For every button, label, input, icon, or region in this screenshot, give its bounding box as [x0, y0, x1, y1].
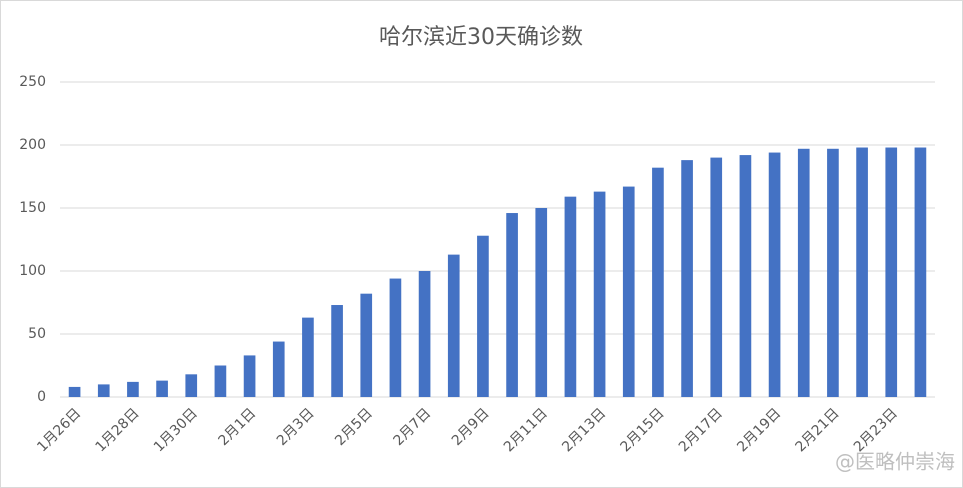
bar — [797, 148, 810, 397]
bar — [447, 254, 460, 397]
y-tick-label: 200 — [19, 137, 46, 153]
bar — [331, 305, 343, 397]
bar — [856, 147, 868, 397]
bar — [127, 381, 139, 397]
bar — [652, 167, 664, 397]
y-tick-label: 150 — [19, 200, 46, 216]
bar — [360, 293, 373, 397]
bar — [302, 317, 314, 397]
y-tick-label: 100 — [19, 263, 46, 279]
bar — [739, 155, 752, 397]
chart-title: 哈尔滨近30天确诊数 — [379, 25, 583, 50]
bar — [710, 157, 723, 397]
bar — [681, 160, 693, 397]
bar — [156, 380, 168, 397]
y-tick-label: 0 — [37, 389, 46, 405]
bar — [97, 384, 110, 397]
bar — [564, 196, 577, 397]
watermark: @医略仲崇海 — [835, 450, 955, 474]
bar — [389, 278, 402, 397]
bar — [185, 374, 198, 397]
bar — [914, 147, 927, 397]
bar — [535, 208, 548, 397]
y-tick-label: 250 — [19, 74, 46, 90]
bar — [827, 148, 839, 397]
bar — [68, 386, 81, 397]
bar — [272, 341, 285, 397]
bar — [593, 191, 606, 397]
y-tick-label: 50 — [28, 326, 46, 342]
bar — [622, 186, 635, 397]
bar — [768, 152, 781, 397]
bar — [885, 147, 898, 397]
bar — [506, 213, 518, 397]
bar — [214, 365, 227, 397]
bar — [477, 235, 489, 397]
bar — [243, 355, 256, 397]
bar — [418, 271, 431, 397]
